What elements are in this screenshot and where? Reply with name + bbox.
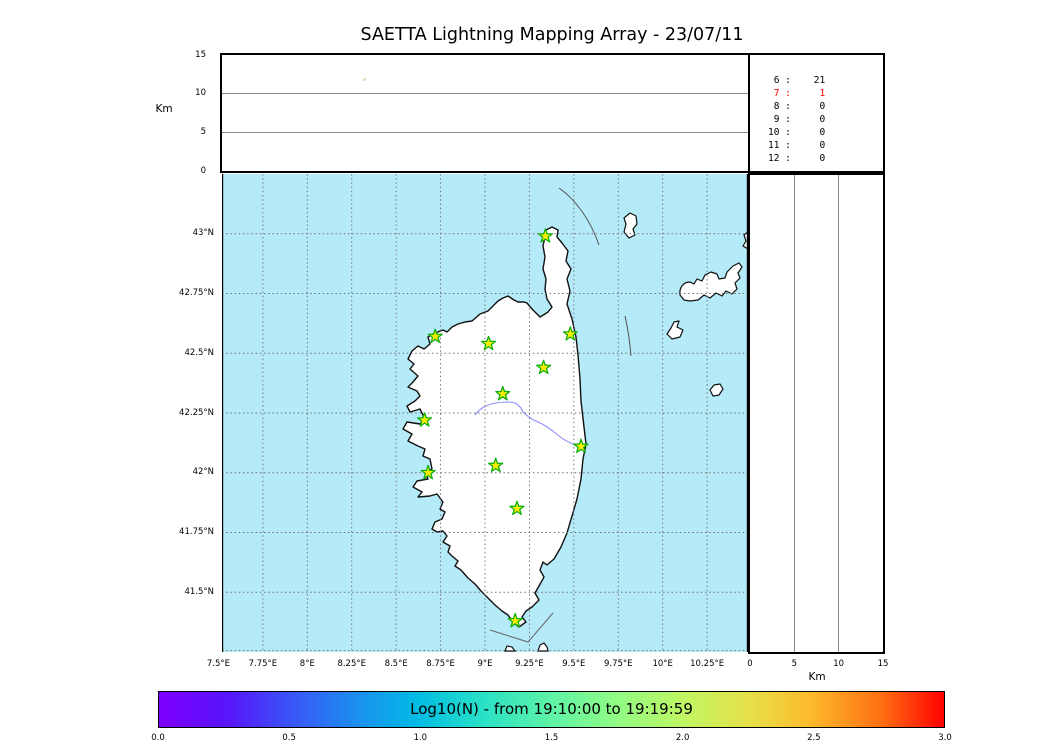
colorbar-label: Log10(N) - from 19:10:00 to 19:19:59: [410, 700, 693, 718]
station-star-marker: [509, 500, 525, 516]
station-star-marker: [420, 464, 436, 480]
colorbar-tick-label: 1.0: [413, 733, 428, 743]
latitude-panel-axis-label: Km: [808, 671, 826, 683]
km-tick-label: 0: [747, 659, 753, 669]
longitude-tick-label: 10.25°E: [690, 659, 725, 669]
altitude-longitude-panel: [220, 53, 750, 173]
station-count-row: 11 : 0: [768, 140, 826, 151]
longitude-tick-label: 7.75°E: [248, 659, 278, 669]
island-montecristo: [709, 383, 724, 397]
colorbar-tick-label: 1.5: [544, 733, 559, 743]
station-count-table: 6 : 21 7 : 1 8 : 0 9 : 0 10 : 0 11 : 0 12 :…: [768, 74, 825, 165]
altitude-tick-label: 15: [195, 49, 206, 60]
river: [474, 401, 578, 447]
station-count-row: 12 : 0: [768, 153, 826, 164]
station-star-marker: [427, 328, 443, 344]
km-tick-label: 10: [833, 659, 845, 669]
corsica-landmass: [402, 226, 587, 628]
latitude-tick-label: 42.5°N: [184, 347, 214, 358]
latitude-tick-label: 43°N: [192, 228, 214, 239]
station-count-row: 7 : 1: [768, 88, 826, 99]
longitude-tick-label: 9.75°E: [603, 659, 633, 669]
km-tick-label: 5: [791, 659, 798, 669]
latitude-tick-label: 41.75°N: [179, 527, 214, 537]
km-tick-label: 15: [877, 659, 889, 669]
sardinia-coast-blob-west: [504, 645, 517, 652]
altitude-tick-label: 5: [200, 126, 206, 137]
longitude-tick-label: 10°E: [652, 659, 673, 669]
station-count-row: 10 : 0: [768, 127, 826, 138]
colorbar-tick-label: 0.0: [151, 733, 165, 743]
map-panel: [222, 174, 748, 652]
longitude-tick-label: 8.5°E: [384, 659, 408, 669]
colorbar-tick-label: 2.5: [807, 733, 821, 743]
longitude-tick-label: 7.5°E: [206, 659, 230, 669]
sardinia-coastline-lines: [489, 612, 554, 643]
coastline-arc-east: [624, 315, 632, 357]
station-count-row: 9 : 0: [768, 114, 826, 125]
station-star-marker: [507, 612, 523, 628]
altitude-gridline: [222, 131, 748, 133]
station-star-marker: [495, 385, 511, 401]
station-star-marker: [416, 412, 433, 427]
latitude-tick-label: 42°N: [192, 467, 214, 478]
station-markers: [416, 228, 589, 628]
altitude-tick-label: 0: [200, 165, 206, 176]
station-star-marker: [562, 326, 578, 341]
station-count-row: 8 : 0: [768, 101, 826, 112]
colorbar-tick-label: 2.0: [675, 733, 690, 743]
station-star-marker: [536, 359, 552, 375]
colorbar-tick-label: 0.5: [282, 733, 296, 743]
longitude-tick-label: 8.25°E: [337, 659, 366, 669]
station-count-row: 6 : 21: [768, 75, 826, 86]
longitude-tick-label: 8°E: [299, 659, 315, 669]
altitude-gridline: [222, 93, 748, 95]
island-pianosa: [666, 320, 684, 340]
island-edge-fragment: [742, 231, 748, 250]
latitude-tick-label: 41.5°N: [184, 586, 214, 597]
altitude-latitude-panel: [748, 173, 885, 654]
station-star-marker: [488, 457, 504, 473]
figure-title: SAETTA Lightning Mapping Array - 23/07/1…: [360, 25, 744, 45]
lightning-source-point: [362, 78, 366, 82]
km-gridline: [838, 175, 840, 652]
island-capraia: [623, 212, 638, 239]
colorbar: Log10(N) - from 19:10:00 to 19:19:59: [158, 691, 945, 728]
km-gridline: [793, 175, 795, 652]
altitude-tick-label: 10: [195, 88, 206, 99]
longitude-tick-label: 9°E: [477, 659, 493, 669]
latitude-tick-label: 42.25°N: [179, 407, 214, 418]
station-star-marker: [480, 335, 497, 351]
island-elba: [679, 262, 743, 302]
station-star-marker: [573, 438, 589, 454]
altitude-axis-label: Km: [155, 103, 173, 115]
latitude-tick-label: 42.75°N: [179, 288, 214, 298]
station-star-marker: [537, 228, 554, 243]
colorbar-tick-label: 3.0: [938, 733, 952, 743]
longitude-tick-label: 9.25°E: [515, 659, 544, 669]
longitude-tick-label: 9.5°E: [562, 659, 586, 669]
longitude-tick-label: 8.75°E: [426, 659, 455, 669]
coastline-arc-north: [558, 187, 600, 246]
station-count-panel: 6 : 21 7 : 1 8 : 0 9 : 0 10 : 0 11 : 0 12 :…: [748, 53, 885, 173]
